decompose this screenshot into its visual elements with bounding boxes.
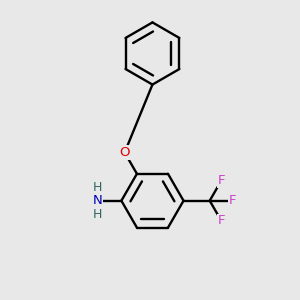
Text: F: F <box>229 194 236 207</box>
Text: H: H <box>93 181 102 194</box>
Text: F: F <box>218 214 225 227</box>
Text: H: H <box>93 208 102 221</box>
Text: N: N <box>92 194 102 207</box>
Text: F: F <box>218 174 225 188</box>
Text: O: O <box>119 146 130 159</box>
